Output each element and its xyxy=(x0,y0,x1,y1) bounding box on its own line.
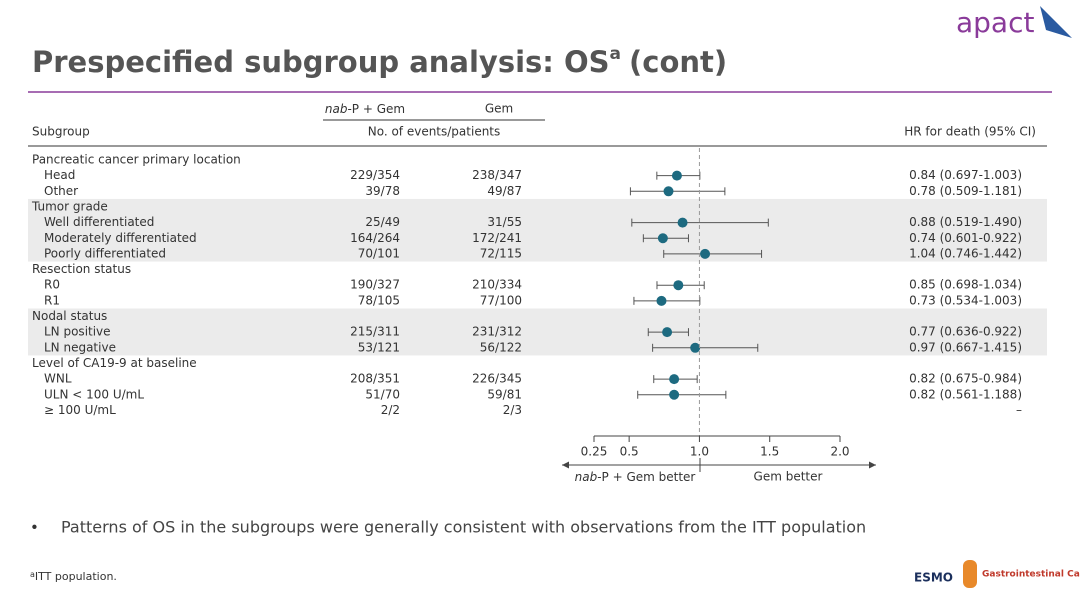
hr-point xyxy=(657,233,668,244)
arm1-events: 25/49 xyxy=(365,215,400,229)
hr-point xyxy=(662,327,673,338)
arm2-events: 238/347 xyxy=(472,168,522,182)
hr-point xyxy=(656,295,667,306)
hr-label: 0.97 (0.667-1.415) xyxy=(909,340,1022,354)
shading xyxy=(28,198,1047,356)
esmo-logo: ESMO xyxy=(914,571,953,585)
row-label: Well differentiated xyxy=(44,215,154,229)
bullet-dot: • xyxy=(30,519,39,537)
arm2-events: 210/334 xyxy=(472,278,522,292)
row-label: ≥ 100 U/mL xyxy=(44,403,116,417)
hr-label: 0.73 (0.534-1.003) xyxy=(909,293,1022,307)
arm2-events: 72/115 xyxy=(480,246,522,260)
arm1-events: 51/70 xyxy=(365,387,400,401)
arm1-events: 190/327 xyxy=(350,278,400,292)
hr-point xyxy=(669,374,680,385)
title-main: Prespecified subgroup analysis: OS xyxy=(32,45,610,79)
hr-label: 0.82 (0.675-0.984) xyxy=(909,372,1022,386)
congress-icon xyxy=(963,560,977,588)
subgroup-header: Subgroup xyxy=(32,125,90,139)
group-label: Resection status xyxy=(32,262,131,276)
hr-label: 0.78 (0.509-1.181) xyxy=(909,184,1022,198)
arm1-events: 78/105 xyxy=(358,293,400,307)
group-label: Pancreatic cancer primary location xyxy=(32,153,241,167)
footnote-text: ITT population. xyxy=(35,570,117,583)
better-right: Gem better xyxy=(754,470,823,484)
arm1-events: 215/311 xyxy=(350,325,400,339)
row-label: Other xyxy=(44,184,78,198)
row-label: LN negative xyxy=(44,340,116,354)
arm1-events: 229/354 xyxy=(350,168,400,182)
footnote-sup: a xyxy=(30,570,35,579)
arm1-text: -P + Gem xyxy=(347,102,405,116)
arm2-events: 77/100 xyxy=(480,293,522,307)
arm2-events: 31/55 xyxy=(487,215,522,229)
x-tick-label: 1.5 xyxy=(760,445,779,459)
hr-point xyxy=(677,217,688,228)
bullet: Patterns of OS in the subgroups were gen… xyxy=(61,518,866,537)
group-label: Nodal status xyxy=(32,309,107,323)
hr-point xyxy=(690,342,701,353)
hr-point xyxy=(671,170,682,181)
hr-point xyxy=(669,389,680,400)
hr-header: HR for death (95% CI) xyxy=(904,125,1036,139)
arm2-events: 59/81 xyxy=(487,387,522,401)
row-label: Moderately differentiated xyxy=(44,231,197,245)
row-label: Head xyxy=(44,168,75,182)
better-left: nab-P + Gem better xyxy=(575,470,696,484)
logo: apact xyxy=(956,6,1034,39)
hr-point xyxy=(673,280,684,291)
congress-logo: Gastrointestinal Cancer xyxy=(982,570,1080,580)
x-tick-label: 2.0 xyxy=(830,445,849,459)
group-label: Tumor grade xyxy=(31,199,108,213)
title-suffix: (cont) xyxy=(629,45,727,79)
arm1-header: nab-P + Gem xyxy=(325,102,405,116)
arm1-events: 208/351 xyxy=(350,372,400,386)
arm2-events: 49/87 xyxy=(487,184,522,198)
group-label: Level of CA19-9 at baseline xyxy=(32,356,197,370)
x-tick-label: 1.0 xyxy=(690,445,709,459)
hr-label: 0.88 (0.519-1.490) xyxy=(909,215,1022,229)
arm2-events: 56/122 xyxy=(480,340,522,354)
arm1-italic: nab xyxy=(325,102,348,116)
hr-label: – xyxy=(1016,403,1022,417)
group-shading xyxy=(28,308,1047,356)
row-label: ULN < 100 U/mL xyxy=(44,387,144,401)
title: Prespecified subgroup analysis: OSa (cont… xyxy=(32,44,727,79)
hr-label: 0.85 (0.698-1.034) xyxy=(909,278,1022,292)
footnote: aITT population. xyxy=(30,570,117,584)
row-label: Poorly differentiated xyxy=(44,246,166,260)
arm1-events: 70/101 xyxy=(358,246,400,260)
events-header: No. of events/patients xyxy=(368,125,501,139)
arm1-events: 39/78 xyxy=(365,184,400,198)
logo-icon xyxy=(1040,6,1072,38)
hr-label: 0.77 (0.636-0.922) xyxy=(909,325,1022,339)
arm2-events: 226/345 xyxy=(472,372,522,386)
x-tick-label: 0.25 xyxy=(581,445,608,459)
row-label: LN positive xyxy=(44,325,111,339)
hr-point xyxy=(663,186,674,197)
title-sup: a xyxy=(610,44,621,64)
arm2-events: 231/312 xyxy=(472,325,522,339)
row-label: R1 xyxy=(44,293,60,307)
arm2-header: Gem xyxy=(485,102,513,116)
hr-label: 0.82 (0.561-1.188) xyxy=(909,387,1022,401)
row-label: WNL xyxy=(44,372,72,386)
hr-label: 1.04 (0.746-1.442) xyxy=(909,246,1022,260)
hr-point xyxy=(700,248,711,259)
x-tick-label: 0.5 xyxy=(620,445,639,459)
hr-label: 0.84 (0.697-1.003) xyxy=(909,168,1022,182)
better-left-text: -P + Gem better xyxy=(597,470,695,484)
better-left-italic: nab xyxy=(575,470,598,484)
group-shading xyxy=(28,198,1047,262)
hr-label: 0.74 (0.601-0.922) xyxy=(909,231,1022,245)
row-label: R0 xyxy=(44,278,60,292)
arm1-events: 164/264 xyxy=(350,231,400,245)
arm2-events: 2/3 xyxy=(503,403,522,417)
arm1-events: 53/121 xyxy=(358,340,400,354)
arm2-events: 172/241 xyxy=(472,231,522,245)
arm1-events: 2/2 xyxy=(381,403,400,417)
